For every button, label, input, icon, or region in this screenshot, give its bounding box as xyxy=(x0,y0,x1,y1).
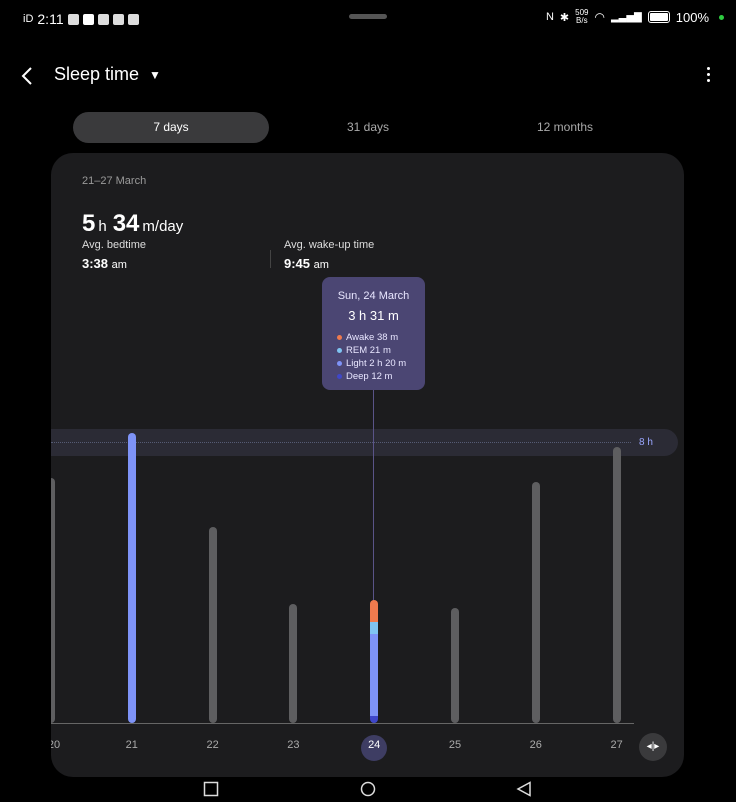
bar-day-23[interactable] xyxy=(289,604,298,723)
bar-day-24[interactable] xyxy=(370,599,379,723)
status-bar: iD 2:11 N ✱ 509 B/s ◠ ▂▃▅▇ 100% xyxy=(0,0,736,36)
x-tick-label[interactable]: 23 xyxy=(287,739,300,751)
date-range: 21–27 March xyxy=(82,175,147,187)
sleep-card: 21–27 March 5 h 34 m/day Avg. bedtime 3:… xyxy=(51,153,684,777)
bar-day-26[interactable] xyxy=(531,481,540,723)
bar-segment-rem xyxy=(370,621,379,635)
chart-baseline xyxy=(51,723,634,724)
goal-line xyxy=(51,442,631,443)
day-tooltip: Sun, 24 March 3 h 31 m Awake 38 m REM 21… xyxy=(322,277,425,390)
wake-unit: am xyxy=(313,259,329,271)
wake-time: 9:45 xyxy=(284,256,311,271)
bedtime-time: 3:38 xyxy=(82,256,109,271)
tab-7-days[interactable]: 7 days xyxy=(73,112,269,143)
wake-label: Avg. wake-up time xyxy=(284,239,375,251)
bedtime-stat: Avg. bedtime 3:38 am xyxy=(82,239,146,271)
tooltip-stage-list: Awake 38 m REM 21 m Light 2 h 20 m Deep … xyxy=(337,331,425,383)
stage-deep-label: Deep 12 m xyxy=(346,371,393,382)
status-left: iD 2:11 xyxy=(23,11,139,27)
x-tick-label[interactable]: 22 xyxy=(206,739,219,751)
rem-dot-icon xyxy=(337,348,342,353)
light-dot-icon xyxy=(337,361,342,366)
signal-icon: ▂▃▅▇ xyxy=(610,11,642,23)
bar-day-22[interactable] xyxy=(208,527,217,723)
settings-icon xyxy=(112,13,124,25)
bedtime-value: 3:38 am xyxy=(82,256,146,271)
bedtime-label: Avg. bedtime xyxy=(82,239,147,251)
nfc-icon: N xyxy=(545,11,554,23)
bar-segment-awake xyxy=(370,599,379,622)
bar-day-27[interactable] xyxy=(612,446,621,723)
net-speed: 509 B/s xyxy=(575,9,588,25)
bar-day-21[interactable] xyxy=(127,432,136,723)
bar-segment-light xyxy=(370,634,379,716)
awake-dot-icon xyxy=(337,335,342,340)
zoom-fit-icon: ◂|▸ xyxy=(646,741,660,752)
wake-stat: Avg. wake-up time 9:45 am xyxy=(284,239,374,271)
tooltip-date: Sun, 24 March xyxy=(337,290,410,302)
bar-day-25[interactable] xyxy=(451,607,459,723)
avg-minutes: 34 xyxy=(112,210,140,237)
drag-handle[interactable] xyxy=(349,14,387,19)
x-tick-label[interactable]: 27 xyxy=(610,739,623,751)
status-prefix: iD xyxy=(23,13,34,25)
bar-chart: 20 21 22 23 24 25 26 27 xyxy=(51,153,684,777)
x-tick-label[interactable]: 26 xyxy=(529,739,542,751)
back-button[interactable] xyxy=(14,62,42,90)
x-tick-label[interactable]: 20 xyxy=(51,739,61,751)
stage-light: Light 2 h 20 m xyxy=(337,357,425,370)
dropdown-caret-icon: ▼ xyxy=(149,67,161,82)
tab-12-months[interactable]: 12 months xyxy=(536,120,594,134)
avg-minutes-unit: m/day xyxy=(142,218,184,235)
stage-awake-label: Awake 38 m xyxy=(346,332,399,343)
page-title-dropdown[interactable]: Sleep time ▼ xyxy=(54,64,161,85)
x-tick-label[interactable]: 24 xyxy=(368,739,381,751)
zoom-fit-button[interactable]: ◂|▸ xyxy=(639,733,667,761)
back-arrow-icon xyxy=(21,67,32,85)
privacy-dot-icon xyxy=(719,14,724,20)
average-sleep: 5 h 34 m/day xyxy=(82,210,183,238)
bluetooth-icon: ✱ xyxy=(559,11,570,24)
x-tick-label[interactable]: 25 xyxy=(448,739,462,751)
goal-label: 8 h xyxy=(639,437,653,448)
net-speed-value: 509 xyxy=(575,8,589,17)
home-button[interactable] xyxy=(360,781,376,797)
wifi-icon: ◠ xyxy=(594,10,605,24)
back-triangle-icon xyxy=(516,781,531,797)
bar-day-20[interactable] xyxy=(51,478,55,723)
recents-button[interactable] xyxy=(203,781,219,797)
stat-divider xyxy=(270,250,271,268)
app-icon xyxy=(97,13,109,25)
tab-31-days[interactable]: 31 days xyxy=(346,120,390,134)
stage-light-label: Light 2 h 20 m xyxy=(346,358,407,369)
avg-hours: 5 xyxy=(82,210,96,237)
youtube-icon xyxy=(82,13,94,25)
gallery-icon xyxy=(127,13,139,25)
avg-hours-unit: h xyxy=(98,218,107,235)
tooltip-pointer-line xyxy=(373,390,374,722)
stage-awake: Awake 38 m xyxy=(337,331,425,344)
more-options-button[interactable] xyxy=(696,64,720,88)
recents-square-icon xyxy=(203,781,219,797)
tooltip-duration: 3 h 31 m xyxy=(348,308,399,323)
stage-rem-label: REM 21 m xyxy=(346,345,391,356)
nav-back-button[interactable] xyxy=(516,781,532,797)
net-speed-unit: B/s xyxy=(576,16,588,25)
bar-segment-deep xyxy=(370,715,379,723)
stage-deep: Deep 12 m xyxy=(337,370,425,383)
selected-day-indicator xyxy=(361,735,388,761)
battery-percent: 100% xyxy=(675,9,709,25)
battery-icon xyxy=(647,11,670,23)
home-circle-icon xyxy=(360,781,376,797)
bedtime-unit: am xyxy=(111,259,127,271)
x-tick-label[interactable]: 21 xyxy=(125,739,138,751)
notification-icon xyxy=(67,13,79,25)
stage-rem: REM 21 m xyxy=(337,344,425,357)
status-time: 2:11 xyxy=(37,11,64,27)
page-title: Sleep time xyxy=(54,64,140,84)
deep-dot-icon xyxy=(337,374,342,379)
wake-value: 9:45 am xyxy=(284,256,374,271)
status-right: N ✱ 509 B/s ◠ ▂▃▅▇ 100% xyxy=(546,9,724,25)
